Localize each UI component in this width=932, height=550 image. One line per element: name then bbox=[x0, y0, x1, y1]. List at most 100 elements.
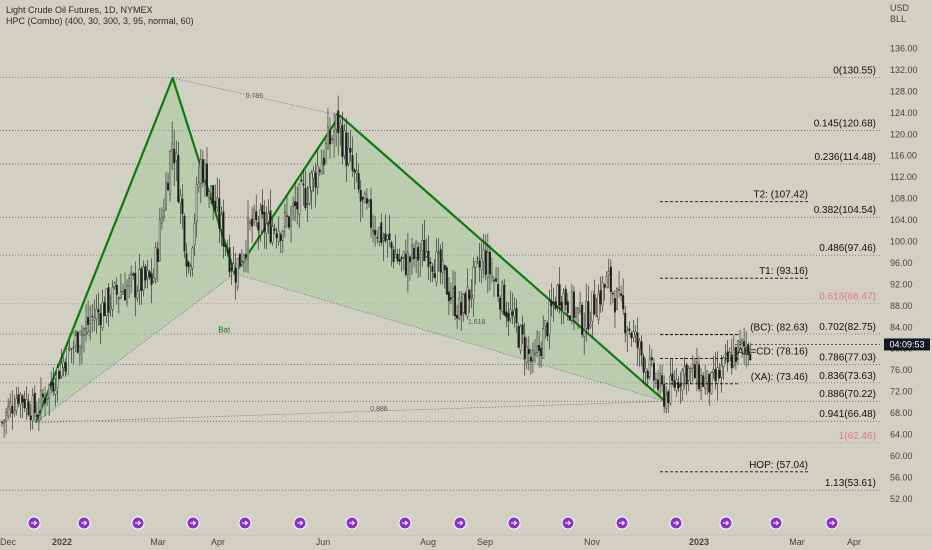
candle-body bbox=[154, 247, 157, 280]
candle-body bbox=[195, 184, 198, 222]
candle-body bbox=[162, 210, 165, 218]
candle-body bbox=[550, 300, 553, 307]
candle-body bbox=[267, 213, 270, 222]
candle-body bbox=[228, 247, 231, 273]
candle-body bbox=[318, 169, 321, 172]
candle-body bbox=[263, 211, 266, 232]
candle-body bbox=[398, 259, 401, 262]
candle-body bbox=[669, 375, 672, 404]
candle-body bbox=[542, 328, 545, 359]
candle-body bbox=[48, 384, 51, 399]
candle-body bbox=[242, 254, 245, 263]
candle-body bbox=[482, 249, 485, 263]
candle-body bbox=[445, 267, 448, 295]
candle-body bbox=[427, 250, 430, 267]
candle-body bbox=[78, 345, 81, 355]
candle-body bbox=[117, 297, 120, 300]
fib-label: 0(130.55) bbox=[833, 66, 876, 77]
candle-body bbox=[644, 368, 647, 373]
event-arrow-icon bbox=[723, 520, 730, 526]
candle-body bbox=[193, 223, 196, 246]
event-arrow-icon bbox=[297, 520, 304, 526]
candle-body bbox=[205, 163, 208, 197]
candle-body bbox=[505, 311, 508, 318]
candle-body bbox=[130, 272, 133, 275]
candle-body bbox=[367, 200, 370, 202]
candle-body bbox=[320, 162, 323, 175]
candle-body bbox=[35, 414, 38, 418]
candle-body bbox=[183, 215, 186, 252]
candle-body bbox=[673, 380, 676, 388]
y-tick-label: 68.00 bbox=[890, 408, 913, 418]
candle-body bbox=[46, 397, 49, 400]
candle-body bbox=[253, 209, 256, 223]
candle-body bbox=[85, 321, 88, 330]
candle-body bbox=[11, 406, 14, 414]
candle-body bbox=[54, 390, 57, 395]
candle-body bbox=[468, 289, 471, 300]
candle-body bbox=[499, 297, 502, 310]
candle-body bbox=[636, 332, 639, 348]
event-icons[interactable] bbox=[27, 516, 839, 530]
candle-body bbox=[23, 399, 26, 408]
candle-body bbox=[376, 237, 379, 239]
candle-body bbox=[456, 315, 459, 319]
candle-body bbox=[572, 291, 575, 319]
candle-body bbox=[201, 159, 204, 183]
candle-body bbox=[493, 279, 496, 281]
candle-body bbox=[283, 212, 286, 227]
candle-body bbox=[654, 378, 657, 384]
candle-body bbox=[620, 293, 623, 296]
candle-body bbox=[150, 273, 153, 285]
candle-body bbox=[743, 341, 746, 347]
candle-body bbox=[345, 132, 348, 167]
candle-body bbox=[326, 126, 329, 149]
target-label: (XA): (73.46) bbox=[751, 372, 808, 383]
ratio-line-xb bbox=[35, 273, 236, 423]
candle-body bbox=[659, 373, 662, 387]
candle-body bbox=[693, 364, 696, 379]
candle-body bbox=[173, 149, 176, 164]
candle-body bbox=[288, 216, 291, 228]
candle-body bbox=[185, 253, 188, 267]
candle-body bbox=[60, 363, 63, 377]
candle-body bbox=[324, 143, 327, 162]
indicator-legend[interactable]: HPC (Combo) (400, 30, 300, 3, 95, normal… bbox=[6, 16, 194, 26]
candle-body bbox=[29, 415, 32, 420]
candle-body bbox=[56, 367, 59, 388]
candle-body bbox=[556, 285, 559, 306]
target-levels bbox=[660, 201, 880, 473]
currency-label: USD bbox=[890, 3, 910, 13]
unit-label: BLL bbox=[890, 14, 906, 24]
y-tick-label: 120.00 bbox=[890, 129, 918, 139]
x-tick-label: Dec bbox=[0, 537, 16, 547]
candle-body bbox=[257, 222, 260, 231]
candle-body bbox=[87, 317, 90, 326]
candle-body bbox=[548, 301, 551, 336]
target-label: HOP: (57.04) bbox=[749, 460, 808, 471]
candle-body bbox=[251, 218, 254, 227]
candle-body bbox=[710, 372, 713, 394]
candle-body bbox=[419, 254, 422, 258]
candle-body bbox=[698, 364, 701, 390]
candle-body bbox=[103, 302, 106, 317]
time-axis[interactable]: Dec 2022 Mar Apr Jun Aug Sep Nov 2023 Mar Apr bbox=[0, 534, 932, 547]
candle-body bbox=[21, 395, 24, 403]
fib-label: 0.786(77.03) bbox=[819, 353, 876, 364]
candle-body bbox=[575, 308, 578, 317]
candle-body bbox=[167, 182, 170, 191]
candle-body bbox=[618, 288, 621, 291]
candle-body bbox=[343, 130, 346, 156]
x-tick-label: Mar bbox=[150, 537, 166, 547]
candle-body bbox=[31, 395, 34, 422]
candle-body bbox=[70, 348, 73, 350]
candle-body bbox=[599, 290, 602, 305]
candle-body bbox=[613, 298, 616, 313]
candle-body bbox=[439, 249, 442, 273]
target-label: T2: (107.42) bbox=[754, 190, 808, 201]
x-tick-label: Mar bbox=[789, 537, 805, 547]
candle-body bbox=[581, 304, 584, 335]
candle-body bbox=[7, 406, 10, 417]
